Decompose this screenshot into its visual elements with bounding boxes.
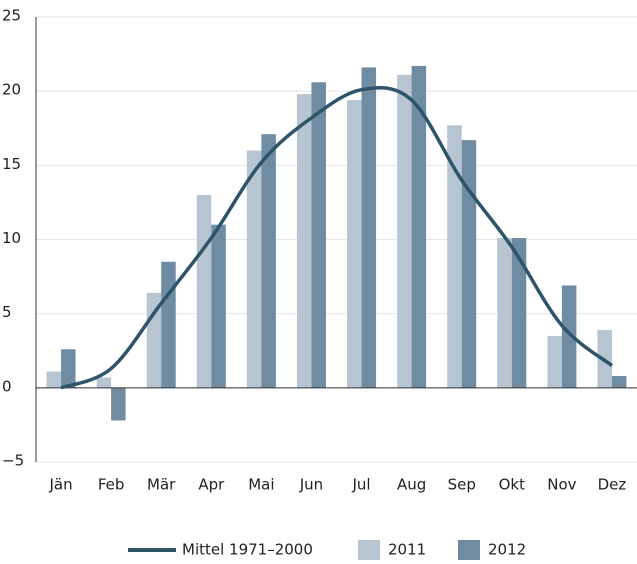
x-tick-label: Mai: [248, 476, 274, 494]
bar: [46, 371, 62, 388]
legend-label: 2011: [388, 541, 426, 559]
x-tick-label: Jul: [351, 476, 370, 494]
y-tick-label: 5: [2, 303, 12, 321]
bar: [461, 140, 477, 388]
bar: [561, 285, 577, 388]
bar: [397, 74, 412, 388]
legend-swatch: [458, 540, 480, 560]
bar: [361, 67, 377, 388]
bar: [296, 94, 312, 388]
bar: [161, 261, 176, 388]
y-tick-label: 15: [2, 155, 21, 173]
y-tick-label: 0: [2, 377, 12, 395]
y-tick-label: 20: [2, 81, 21, 99]
bar: [411, 65, 427, 388]
legend-label: Mittel 1971–2000: [182, 541, 313, 559]
x-tick-label: Okt: [499, 476, 525, 494]
bar: [246, 150, 262, 388]
bar: [211, 224, 226, 388]
bar: [447, 125, 462, 388]
x-tick-label: Nov: [547, 476, 576, 494]
x-tick-label: Dez: [598, 476, 627, 494]
bar: [311, 82, 326, 388]
bar: [196, 195, 212, 388]
x-tick-label: Mär: [147, 476, 176, 494]
legend-label: 2012: [488, 541, 526, 559]
bar: [261, 134, 276, 388]
bar: [61, 349, 76, 388]
x-tick-label: Feb: [98, 476, 125, 494]
x-tick-label: Jun: [299, 476, 323, 494]
x-tick-label: Aug: [397, 476, 426, 494]
x-tick-label: Jän: [48, 476, 72, 494]
bar: [511, 238, 527, 388]
legend-swatch: [358, 540, 380, 560]
bar: [111, 387, 126, 421]
x-tick-label: Apr: [198, 476, 225, 494]
y-tick-label: 10: [2, 229, 21, 247]
line: [60, 85, 614, 390]
bar: [547, 335, 562, 388]
bar: [611, 375, 627, 388]
x-tick-label: Sep: [448, 476, 476, 494]
bar: [497, 238, 512, 388]
bar: [347, 100, 362, 388]
bar: [96, 377, 112, 388]
y-tick-label: −5: [2, 452, 24, 470]
y-tick-label: 25: [2, 7, 21, 25]
